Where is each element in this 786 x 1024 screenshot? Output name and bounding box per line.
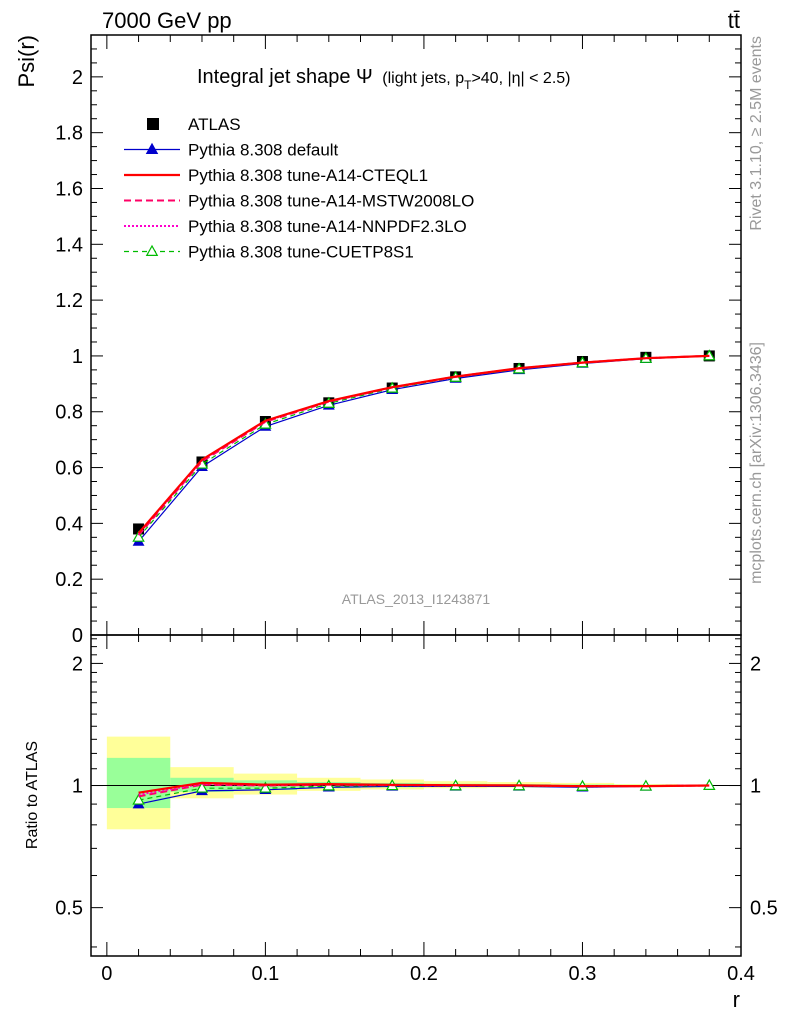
ratio-y-tick-label-right: 1 (750, 776, 761, 798)
main-y-tick-label: 0.2 (55, 569, 83, 591)
legend-item-mstw: Pythia 8.308 tune-A14-MSTW2008LO (124, 192, 474, 211)
main-y-tick-label: 0.8 (55, 402, 83, 424)
main-y-tick-label: 0.4 (55, 513, 83, 535)
x-tick-label: 0.3 (569, 963, 597, 985)
legend-label-default: Pythia 8.308 default (188, 141, 339, 160)
main-plot-panel: 0 0.2 0.4 0.6 0.8 1 1.2 1.4 1.6 1.8 2 Psi(r) ATLAS… (14, 34, 742, 647)
legend-item-cteql1: Pythia 8.308 tune-A14-CTEQL1 (124, 166, 428, 185)
main-y-tick-label: 1.8 (55, 123, 83, 145)
ratio-series-line-cteql1 (138, 781, 710, 794)
main-y-tick-label: 2 (72, 67, 83, 89)
plot-title-detail-sub: T (464, 78, 472, 92)
legend: ATLAS Pythia 8.308 default Pythia 8.308 tu… (124, 115, 474, 262)
main-series-line-cteql1 (137, 354, 710, 534)
ratio-y-axis-label: Ratio to ATLAS (24, 741, 41, 849)
plot-title: Integral jet shape Ψ (light jets, pT>40,… (197, 66, 570, 92)
ratio-plot-panel: 0.5 0.51 12 2 0 0.1 0.2 0.3 0.4 Ratio to ATLAS … (24, 634, 778, 1012)
x-tick-label: 0.2 (410, 963, 438, 985)
ratio-y-tick-label-left: 1 (72, 776, 83, 798)
plot-title-detail-b: >40, |η| < 2.5) (471, 70, 570, 87)
main-y-tick-label: 0.6 (55, 458, 83, 480)
ratio-series-point-cuetp8s1 (132, 793, 145, 805)
legend-label-mstw: Pythia 8.308 tune-A14-MSTW2008LO (188, 192, 474, 211)
ratio-y-tick-label-left: 2 (72, 653, 83, 675)
plot-title-main: Integral jet shape (197, 66, 350, 88)
header-process-label: tt̄ (728, 8, 740, 33)
legend-item-cuetp8s1: Pythia 8.308 tune-CUETP8S1 (124, 243, 414, 262)
main-y-axis-label: Psi(r) (14, 35, 39, 88)
analysis-watermark: ATLAS_2013_I1243871 (342, 591, 491, 607)
legend-marker-cuetp8s1 (145, 244, 159, 256)
mcplots-label: mcplots.cern.ch [arXiv:1306.3436] (748, 342, 765, 584)
rivet-version-label: Rivet 3.1.10, ≥ 2.5M events (748, 36, 765, 231)
ratio-y-tick-label-right: 2 (750, 653, 761, 675)
legend-item-nnpdf: Pythia 8.308 tune-A14-NNPDF2.3LO (124, 217, 467, 236)
ratio-plot-frame (90, 634, 742, 957)
x-axis-label: r (733, 987, 740, 1012)
main-y-tick-label: 1.4 (55, 234, 83, 256)
ratio-y-tick-label-left: 0.5 (55, 898, 83, 920)
legend-label-atlas: ATLAS (188, 115, 241, 134)
main-atlas-point (133, 523, 145, 535)
ratio-series-point-cuetp8s1 (259, 781, 272, 793)
x-tick-label: 0.1 (251, 963, 279, 985)
legend-item-atlas: ATLAS (147, 115, 241, 134)
plot-title-detail-a: (light jets, p (382, 70, 464, 87)
ratio-series-point-cuetp8s1 (195, 781, 209, 793)
main-series-point-cuetp8s1 (132, 530, 145, 542)
legend-marker-square (147, 118, 159, 130)
header-energy-label: 7000 GeV pp (102, 8, 232, 33)
ratio-y-tick-label-right: 0.5 (750, 898, 778, 920)
plot-title-psi: Ψ (356, 66, 373, 88)
main-y-tick-label: 1.2 (55, 290, 83, 312)
legend-marker-default (145, 142, 159, 154)
legend-label-cteql1: Pythia 8.308 tune-A14-CTEQL1 (188, 166, 428, 185)
main-y-tick-label: 1 (72, 346, 83, 368)
main-y-tick-label: 1.6 (55, 178, 83, 200)
main-y-tick-label: 0 (72, 625, 83, 647)
x-tick-label: 0 (101, 963, 112, 985)
x-tick-label: 0.4 (727, 963, 755, 985)
legend-item-default: Pythia 8.308 default (124, 141, 339, 160)
legend-label-nnpdf: Pythia 8.308 tune-A14-NNPDF2.3LO (188, 217, 467, 236)
legend-label-cuetp8s1: Pythia 8.308 tune-CUETP8S1 (188, 243, 414, 262)
